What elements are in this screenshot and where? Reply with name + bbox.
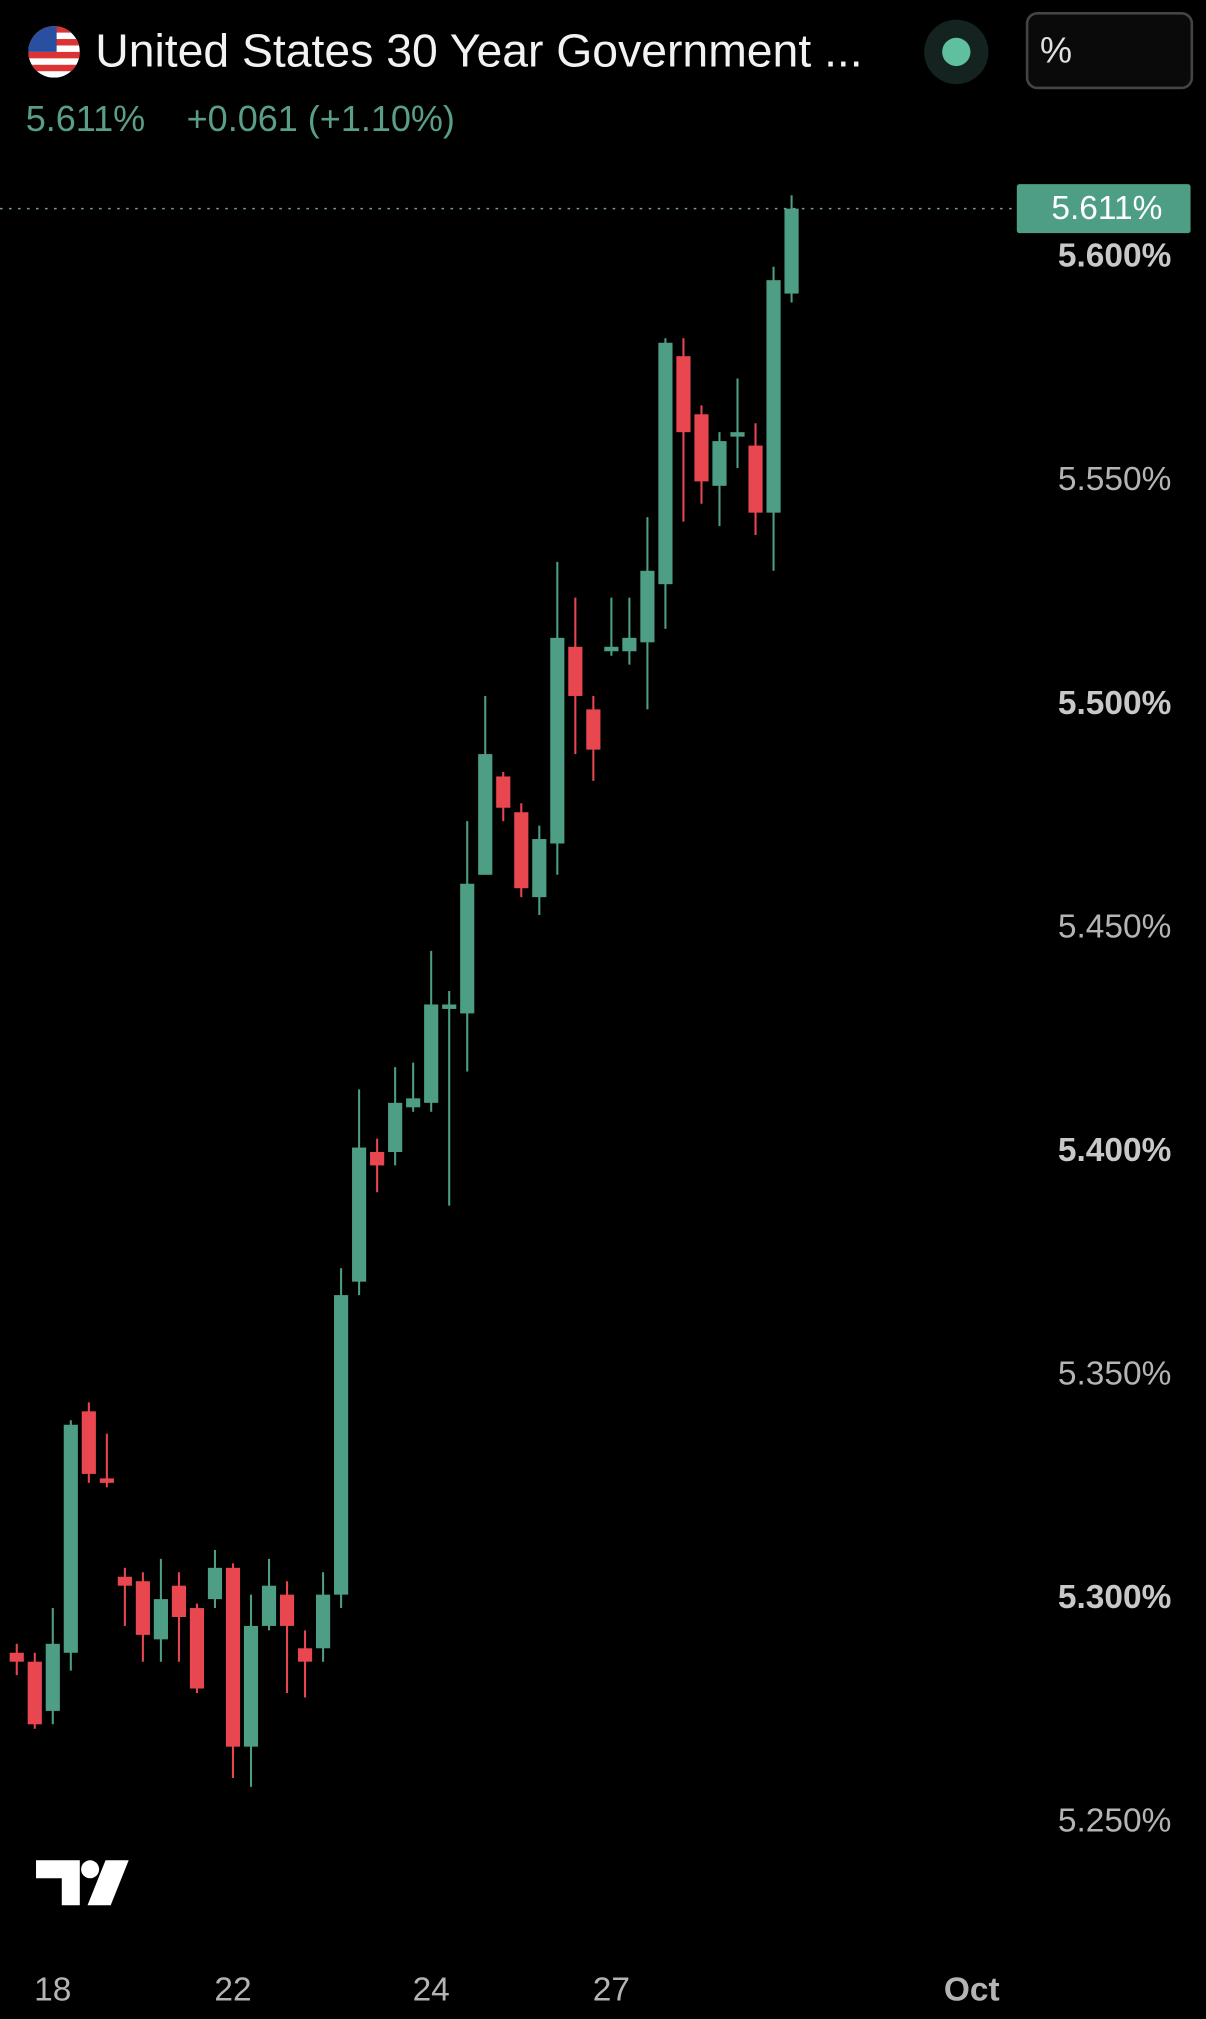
title: United States 30 Year Government ... [95,25,862,77]
candle-body [261,1585,277,1626]
candle-body [243,1625,259,1747]
x-tick-label: Oct [944,1971,1000,2008]
candle-body [81,1411,96,1474]
candle-body [658,342,673,585]
candle-body [117,1576,132,1586]
candle-body [766,280,781,513]
candle-body [9,1652,24,1662]
last-price-label: 5.611% [1051,190,1162,227]
candle-body [712,441,727,486]
candle-body [135,1581,150,1635]
unit-box[interactable] [1025,12,1194,90]
y-tick-label: 5.600% [1058,238,1171,275]
candle-body [279,1594,295,1626]
x-tick-label: 24 [413,1971,450,2008]
unit-selector[interactable]: % [1040,30,1072,71]
candle-body [63,1424,78,1653]
x-tick-label: 22 [214,1971,251,2008]
candle-body [550,637,565,844]
candle-body [388,1102,403,1153]
candle-body [27,1661,42,1725]
candle-body [478,754,493,875]
candle-body [640,570,655,643]
candle-body [352,1147,367,1282]
x-tick-label: 27 [593,1971,630,2008]
candle-body [586,709,601,750]
y-tick-label: 5.250% [1058,1803,1171,1840]
candle-body [207,1567,223,1600]
candle-body [604,646,619,652]
candle-body [315,1594,331,1649]
candle-body [622,637,637,652]
candle-body [568,646,583,696]
candle-body [334,1295,349,1595]
candle-body [694,414,709,482]
candle-body [442,1004,457,1009]
tradingview-logo [36,1860,129,1906]
candle-body [496,776,511,808]
candle-body [514,812,529,889]
x-tick-label: 18 [34,1971,71,2008]
candle-body [225,1567,241,1747]
candle-body [189,1608,205,1689]
y-tick-label: 5.300% [1058,1579,1171,1616]
candle-body [748,445,763,513]
last-price-box [1016,184,1191,234]
candle-body [370,1152,385,1166]
candle-body [676,356,691,433]
candle-body [406,1098,421,1108]
flag-icon [28,26,80,78]
status-dot [942,37,971,67]
candle-body [45,1643,60,1711]
candle-body [99,1478,114,1483]
candle-body [532,839,547,898]
last-value: 5.611% [26,98,145,139]
y-tick-label: 5.550% [1058,461,1171,498]
candle-body [424,1004,439,1103]
y-tick-label: 5.400% [1058,1132,1171,1169]
candle-body [153,1599,168,1640]
y-tick-label: 5.350% [1058,1355,1171,1392]
candle-body [297,1648,313,1662]
candle-body [784,208,799,294]
candle-body [730,432,745,437]
y-tick-label: 5.450% [1058,908,1171,945]
candle-body [460,883,475,1014]
change: +0.061 (+1.10%) [187,98,455,139]
y-tick-label: 5.500% [1058,685,1171,722]
candle-body [171,1585,187,1617]
